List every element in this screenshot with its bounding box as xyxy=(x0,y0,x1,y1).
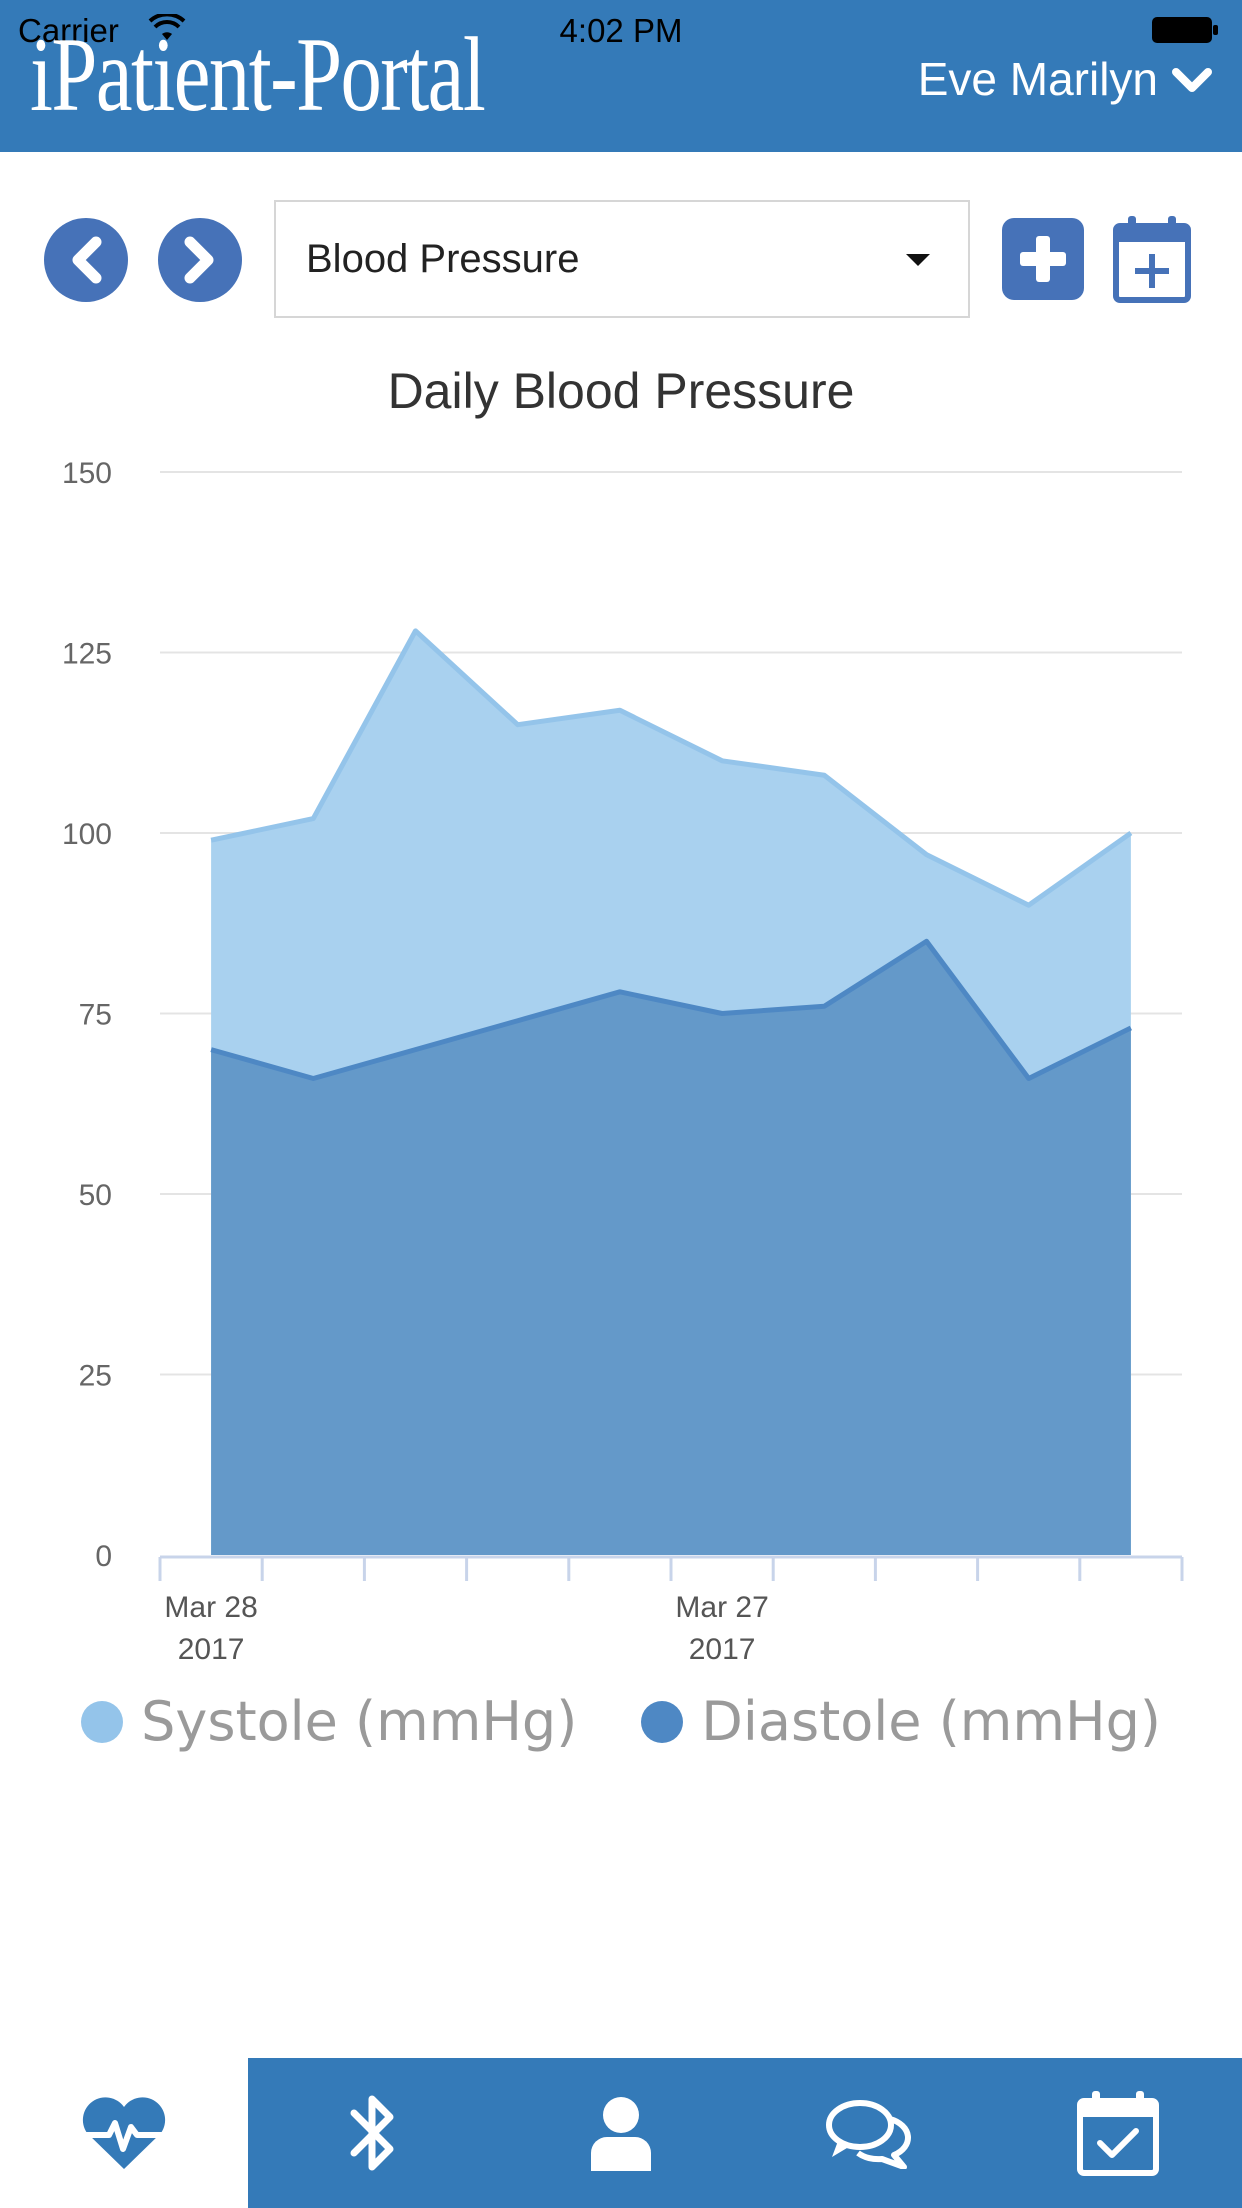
chart-area: Daily Blood Pressure 0 25 50 75 100 125 150 Mar… xyxy=(0,340,1242,1780)
clock-label: 4:02 PM xyxy=(559,12,683,49)
calendar-plus-icon xyxy=(1113,216,1191,303)
bluetooth-icon xyxy=(350,2095,394,2171)
user-menu[interactable]: Eve Marilyn xyxy=(918,52,1212,106)
previous-button[interactable] xyxy=(44,218,128,302)
x-tick-label-year: 2017 xyxy=(178,1633,245,1666)
y-tick-label: 150 xyxy=(62,457,112,490)
x-tick-label: Mar 28 xyxy=(164,1591,257,1624)
metric-select-value: Blood Pressure xyxy=(306,236,580,281)
legend-label-systole: Systole (mmHg) xyxy=(141,1690,578,1753)
add-appointment-button[interactable] xyxy=(1112,214,1192,309)
battery-icon xyxy=(1152,17,1218,43)
user-name: Eve Marilyn xyxy=(917,53,1158,105)
series-area-diastole xyxy=(211,941,1131,1555)
wifi-icon xyxy=(148,14,186,40)
tab-devices[interactable] xyxy=(248,2058,496,2208)
chart-legend: Systole (mmHg) Diastole (mmHg) xyxy=(0,1690,1242,1753)
x-tick-label: Mar 27 xyxy=(675,1591,768,1624)
tab-messages[interactable] xyxy=(745,2058,993,2208)
legend-label-diastole: Diastole (mmHg) xyxy=(701,1690,1161,1753)
calendar-check-icon xyxy=(1076,2091,1159,2176)
y-tick-label: 100 xyxy=(62,818,112,851)
chart-toolbar: Blood Pressure xyxy=(0,200,1242,322)
y-tick-label: 25 xyxy=(79,1360,112,1393)
caret-down-icon xyxy=(906,254,930,266)
legend-dot-systole xyxy=(81,1700,124,1743)
y-tick-label: 50 xyxy=(79,1179,112,1212)
plus-icon xyxy=(1020,236,1066,282)
tab-appointments[interactable] xyxy=(994,2058,1242,2208)
bottom-tab-bar xyxy=(0,2058,1242,2208)
chart-title: Daily Blood Pressure xyxy=(387,363,855,419)
x-tick-label-year: 2017 xyxy=(689,1633,756,1666)
chevron-down-icon xyxy=(1172,68,1212,92)
legend-item-systole[interactable]: Systole (mmHg) xyxy=(81,1690,577,1753)
y-tick-label: 75 xyxy=(79,999,112,1032)
app-header: Carrier 4:02 PM iPatient-Portal Eve Mari… xyxy=(0,0,1242,152)
user-icon xyxy=(591,2097,652,2171)
add-reading-button[interactable] xyxy=(1002,218,1084,300)
blood-pressure-chart: 0 25 50 75 100 125 150 Mar 28 2017 Mar 27 2017 xyxy=(62,457,1184,1666)
chevron-right-icon xyxy=(184,236,214,284)
tab-health[interactable] xyxy=(0,2058,249,2208)
series-line-systole xyxy=(210,628,1133,908)
y-tick-label: 125 xyxy=(62,638,112,671)
next-button[interactable] xyxy=(158,218,242,302)
legend-dot-diastole xyxy=(641,1700,684,1743)
legend-item-diastole[interactable]: Diastole (mmHg) xyxy=(641,1690,1161,1753)
chevron-left-icon xyxy=(72,236,102,284)
metric-select[interactable]: Blood Pressure xyxy=(274,200,970,318)
tab-profile[interactable] xyxy=(497,2058,745,2208)
heart-pulse-icon xyxy=(83,2097,166,2169)
brand-logo: iPatient-Portal xyxy=(30,16,486,133)
series-line-diastole xyxy=(210,938,1133,1081)
carrier-label: Carrier xyxy=(18,12,119,49)
chat-icon xyxy=(826,2100,912,2169)
y-tick-label: 0 xyxy=(95,1540,112,1573)
